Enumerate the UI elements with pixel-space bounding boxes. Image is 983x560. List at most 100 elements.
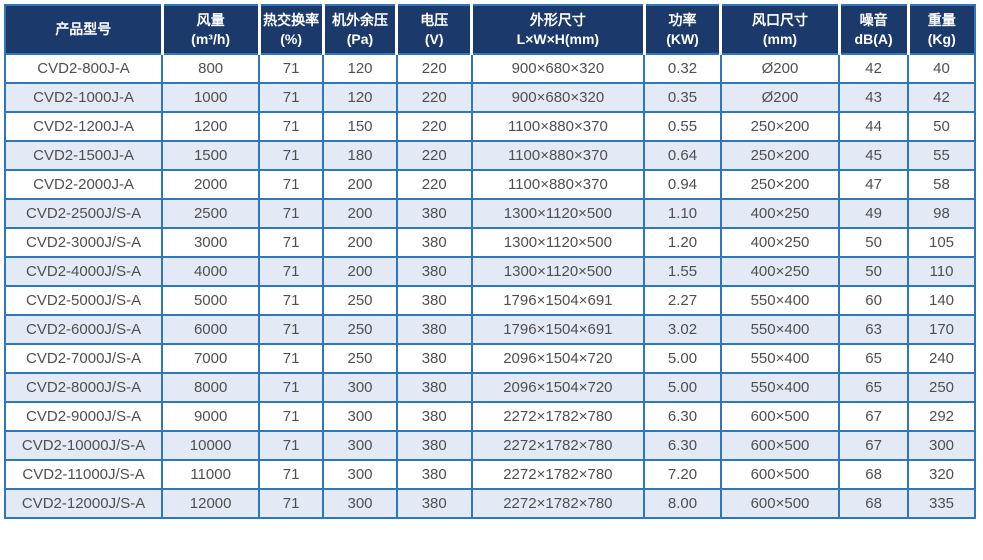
table-cell: 0.35 <box>643 82 722 113</box>
table-cell: 600×500 <box>719 430 841 461</box>
table-cell: 1000 <box>161 82 261 113</box>
table-cell: 60 <box>838 285 910 316</box>
cell-product-model: CVD2-2000J-A <box>3 169 164 200</box>
table-cell: 335 <box>907 488 976 519</box>
cell-product-model: CVD2-10000J/S-A <box>3 430 164 461</box>
table-cell: 250 <box>322 314 398 345</box>
table-cell: 900×680×320 <box>470 53 646 84</box>
table-cell: Ø200 <box>719 82 841 113</box>
table-cell: 220 <box>395 53 473 84</box>
table-cell: 71 <box>258 401 325 432</box>
column-header-product-model: 产品型号 <box>5 5 163 54</box>
table-cell: 300 <box>322 372 398 403</box>
header-unit: (mm) <box>762 30 798 47</box>
table-cell: 65 <box>838 343 910 374</box>
table-row: CVD2-2000J-A 2000 71 200 220 1100×880×370 0.94… <box>3 169 976 200</box>
table-cell: 0.64 <box>643 140 722 171</box>
table-cell: 180 <box>322 140 398 171</box>
table-cell: 68 <box>838 488 910 519</box>
table-row: CVD2-9000J/S-A 9000 71 300 380 2272×1782×780 6… <box>3 401 976 432</box>
table-row: CVD2-2500J/S-A 2500 71 200 380 1300×1120×500 1… <box>3 198 976 229</box>
table-cell: 2.27 <box>643 285 722 316</box>
cell-product-model: CVD2-5000J/S-A <box>3 285 164 316</box>
table-cell: 140 <box>907 285 976 316</box>
table-cell: 400×250 <box>719 256 841 287</box>
table-cell: 71 <box>258 488 325 519</box>
table-cell: 8000 <box>161 372 261 403</box>
table-cell: 0.32 <box>643 53 722 84</box>
cell-product-model: CVD2-8000J/S-A <box>3 372 164 403</box>
table-cell: 42 <box>838 53 910 84</box>
table-row: CVD2-1200J-A 1200 71 150 220 1100×880×370 0.55… <box>3 111 976 142</box>
table-cell: 5000 <box>161 285 261 316</box>
table-cell: 550×400 <box>719 343 841 374</box>
table-cell: 71 <box>258 372 325 403</box>
table-cell: 58 <box>907 169 976 200</box>
cell-product-model: CVD2-7000J/S-A <box>3 343 164 374</box>
table-cell: 49 <box>838 198 910 229</box>
table-cell: 200 <box>322 198 398 229</box>
column-header-heat-exchange-rate: 热交换率 (%) <box>257 5 324 54</box>
table-cell: 12000 <box>161 488 261 519</box>
cell-product-model: CVD2-800J-A <box>3 53 164 84</box>
table-row: CVD2-1000J-A 1000 71 120 220 900×680×320 0.35 Ø… <box>3 82 976 113</box>
table-cell: 50 <box>838 256 910 287</box>
table-cell: 240 <box>907 343 976 374</box>
table-cell: 600×500 <box>719 459 841 490</box>
column-header-dimensions: 外形尺寸 L×W×H(mm) <box>470 5 645 54</box>
table-row: CVD2-7000J/S-A 7000 71 250 380 2096×1504×720 5… <box>3 343 976 374</box>
cell-product-model: CVD2-1500J-A <box>3 140 164 171</box>
cell-product-model: CVD2-12000J/S-A <box>3 488 164 519</box>
table-cell: 71 <box>258 343 325 374</box>
table-cell: 71 <box>258 111 325 142</box>
table-cell: 200 <box>322 256 398 287</box>
table-cell: 300 <box>907 430 976 461</box>
header-label: 功率 <box>668 12 697 29</box>
header-unit: (m³/h) <box>191 30 231 47</box>
table-cell: 71 <box>258 285 325 316</box>
table-cell: 300 <box>322 401 398 432</box>
table-cell: 250×200 <box>719 169 841 200</box>
table-cell: 2272×1782×780 <box>470 488 646 519</box>
table-cell: 6.30 <box>643 430 722 461</box>
table-cell: 120 <box>322 53 398 84</box>
table-cell: 10000 <box>161 430 261 461</box>
table-cell: 2000 <box>161 169 261 200</box>
header-label: 外形尺寸 <box>529 12 586 29</box>
table-cell: 250×200 <box>719 140 841 171</box>
cell-product-model: CVD2-6000J/S-A <box>3 314 164 345</box>
table-cell: 71 <box>258 227 325 258</box>
table-cell: 380 <box>395 256 473 287</box>
column-header-air-outlet-size: 风口尺寸 (mm) <box>719 5 840 54</box>
table-cell: 1200 <box>161 111 261 142</box>
table-cell: 380 <box>395 430 473 461</box>
header-label: 风量 <box>196 12 225 29</box>
table-cell: 380 <box>395 401 473 432</box>
table-cell: 1796×1504×691 <box>470 314 646 345</box>
spec-table-body: CVD2-800J-A 800 71 120 220 900×680×320 0.32 Ø20… <box>3 53 976 519</box>
table-row: CVD2-5000J/S-A 5000 71 250 380 1796×1504×691 2… <box>3 285 976 316</box>
table-cell: 71 <box>258 82 325 113</box>
table-cell: 170 <box>907 314 976 345</box>
cell-product-model: CVD2-9000J/S-A <box>3 401 164 432</box>
table-cell: 7.20 <box>643 459 722 490</box>
table-cell: 380 <box>395 459 473 490</box>
table-cell: 120 <box>322 82 398 113</box>
column-header-external-static-pressure: 机外余压 (Pa) <box>321 5 397 54</box>
table-cell: 1300×1120×500 <box>470 256 646 287</box>
table-cell: 43 <box>838 82 910 113</box>
table-cell: 400×250 <box>719 227 841 258</box>
table-row: CVD2-12000J/S-A 12000 71 300 380 2272×1782×78… <box>3 488 976 519</box>
spec-table: 产品型号 风量 (m³/h) 热交换率 (%) 机外余压 (Pa) 电压 <box>3 4 976 519</box>
table-cell: 3000 <box>161 227 261 258</box>
table-cell: 7000 <box>161 343 261 374</box>
table-cell: 71 <box>258 53 325 84</box>
header-unit: (V) <box>424 30 444 47</box>
table-cell: 71 <box>258 314 325 345</box>
cell-product-model: CVD2-3000J/S-A <box>3 227 164 258</box>
table-row: CVD2-8000J/S-A 8000 71 300 380 2096×1504×720 5… <box>3 372 976 403</box>
table-cell: 55 <box>907 140 976 171</box>
column-header-air-volume: 风量 (m³/h) <box>160 5 260 54</box>
table-cell: 1500 <box>161 140 261 171</box>
table-row: CVD2-800J-A 800 71 120 220 900×680×320 0.32 Ø20… <box>3 53 976 84</box>
